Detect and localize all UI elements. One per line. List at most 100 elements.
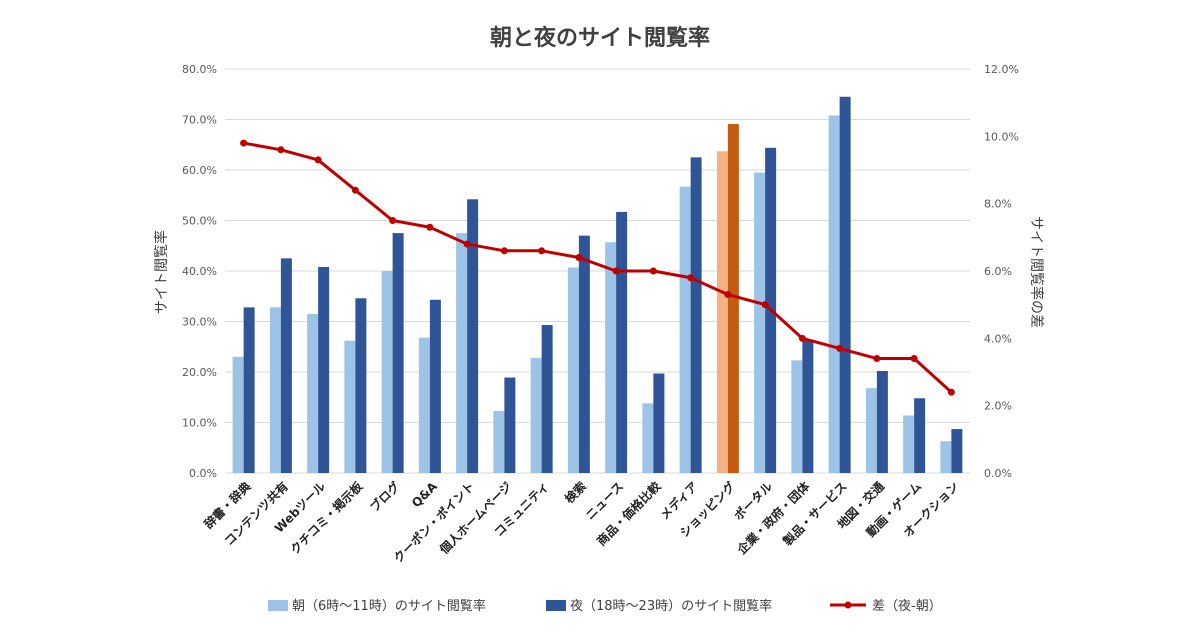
diff-point [277, 146, 285, 154]
diff-point [798, 334, 806, 342]
y-tick-label: 70.0% [182, 114, 217, 127]
y-axis-ticks: 0.0% 10.0% 20.0% 30.0% 40.0% 50.0% 60.0% 70.0% 8… [182, 63, 217, 480]
y2-tick-label: 12.0% [984, 63, 1019, 76]
diff-point [351, 186, 359, 194]
bar-morning [344, 340, 356, 473]
bar-night [914, 398, 926, 473]
diff-point [947, 388, 955, 396]
legend-label-night: 夜（18時～23時）のサイト閲覧率 [570, 598, 772, 614]
bar-morning [679, 186, 691, 474]
bar-morning [940, 441, 952, 473]
bar-morning [642, 403, 654, 473]
bar-night [727, 124, 739, 474]
category-label: 商品・価格比較 [593, 478, 664, 549]
bar-night [541, 325, 553, 473]
diff-point [314, 156, 322, 164]
y-tick-label: 30.0% [182, 316, 217, 329]
legend-label-diff: 差（夜-朝） [872, 599, 942, 614]
bar-morning [716, 151, 728, 473]
y2-axis-ticks: 0.0% 2.0% 4.0% 6.0% 8.0% 10.0% 12.0% [984, 63, 1019, 480]
bar-morning [418, 337, 430, 473]
category-label: ブログ [367, 479, 403, 515]
chart-title: 朝と夜のサイト閲覧率 [490, 25, 710, 51]
bar-morning [903, 415, 915, 473]
diff-point [538, 247, 546, 255]
bar-night [243, 307, 255, 473]
y2-tick-label: 2.0% [984, 400, 1012, 413]
gridlines [225, 68, 970, 474]
diff-point [873, 355, 881, 363]
category-label: 製品・サービス [779, 479, 850, 550]
diff-point [836, 344, 844, 352]
diff-point [500, 247, 508, 255]
diff-point [649, 267, 657, 275]
diff-point [426, 223, 434, 231]
bar-morning [269, 307, 281, 473]
diff-point [724, 291, 732, 299]
bar-night [578, 235, 590, 473]
bar-morning [865, 388, 877, 473]
y2-tick-label: 8.0% [984, 198, 1012, 211]
bar-morning [456, 233, 468, 473]
y-tick-label: 50.0% [182, 215, 217, 228]
bar-night [802, 340, 814, 473]
y2-tick-label: 0.0% [984, 467, 1012, 480]
bar-night [429, 299, 441, 473]
legend-swatch-diff-marker [844, 601, 852, 609]
bar-night [280, 258, 292, 473]
bar-night [392, 233, 404, 473]
y-tick-label: 20.0% [182, 366, 217, 379]
legend-swatch-morning [268, 600, 288, 611]
bar-night [467, 199, 479, 474]
bars [232, 96, 963, 474]
bar-morning [567, 267, 579, 473]
legend: 朝（6時～11時）のサイト閲覧率 夜（18時～23時）のサイト閲覧率 差（夜-朝… [268, 598, 942, 614]
y2-tick-label: 6.0% [984, 265, 1012, 278]
category-label: コンテンツ共有 [221, 479, 291, 549]
diff-point [612, 267, 620, 275]
diff-point [761, 301, 769, 309]
bar-morning [493, 410, 505, 473]
legend-swatch-night [546, 600, 566, 611]
category-label: Q&A [409, 479, 441, 511]
bar-night [355, 298, 367, 473]
y2-axis-title: サイト閲覧率の差 [1028, 216, 1045, 328]
bar-night [653, 373, 665, 473]
bar-morning [307, 313, 319, 473]
y-tick-label: 80.0% [182, 63, 217, 76]
bar-morning [754, 172, 766, 473]
bar-night [318, 266, 330, 473]
y-axis-title: サイト閲覧率 [153, 230, 170, 314]
legend-label-morning: 朝（6時～11時）のサイト閲覧率 [292, 598, 486, 614]
diff-point [463, 240, 471, 248]
y2-tick-label: 4.0% [984, 332, 1012, 345]
y-tick-label: 10.0% [182, 417, 217, 430]
diff-point [910, 355, 918, 363]
category-label: 検索 [561, 479, 589, 507]
diff-line-series [240, 139, 955, 396]
bar-morning [530, 357, 542, 473]
bar-morning [232, 356, 244, 473]
diff-point [240, 139, 248, 147]
bar-night [690, 157, 702, 473]
y2-tick-label: 10.0% [984, 130, 1019, 143]
diff-point [389, 217, 397, 224]
diff-point [575, 254, 583, 262]
diff-point [687, 274, 695, 282]
bar-night [616, 211, 628, 474]
bar-morning [381, 271, 393, 473]
bar-night [876, 370, 888, 473]
bar-morning [828, 115, 840, 474]
bar-morning [791, 360, 803, 473]
bar-night [951, 429, 963, 473]
y-tick-label: 0.0% [189, 467, 217, 480]
bar-morning [605, 242, 617, 473]
y-tick-label: 60.0% [182, 164, 217, 177]
y-tick-label: 40.0% [182, 265, 217, 278]
bar-night [504, 377, 516, 473]
diff-line [243, 141, 953, 394]
bar-night [839, 96, 851, 474]
